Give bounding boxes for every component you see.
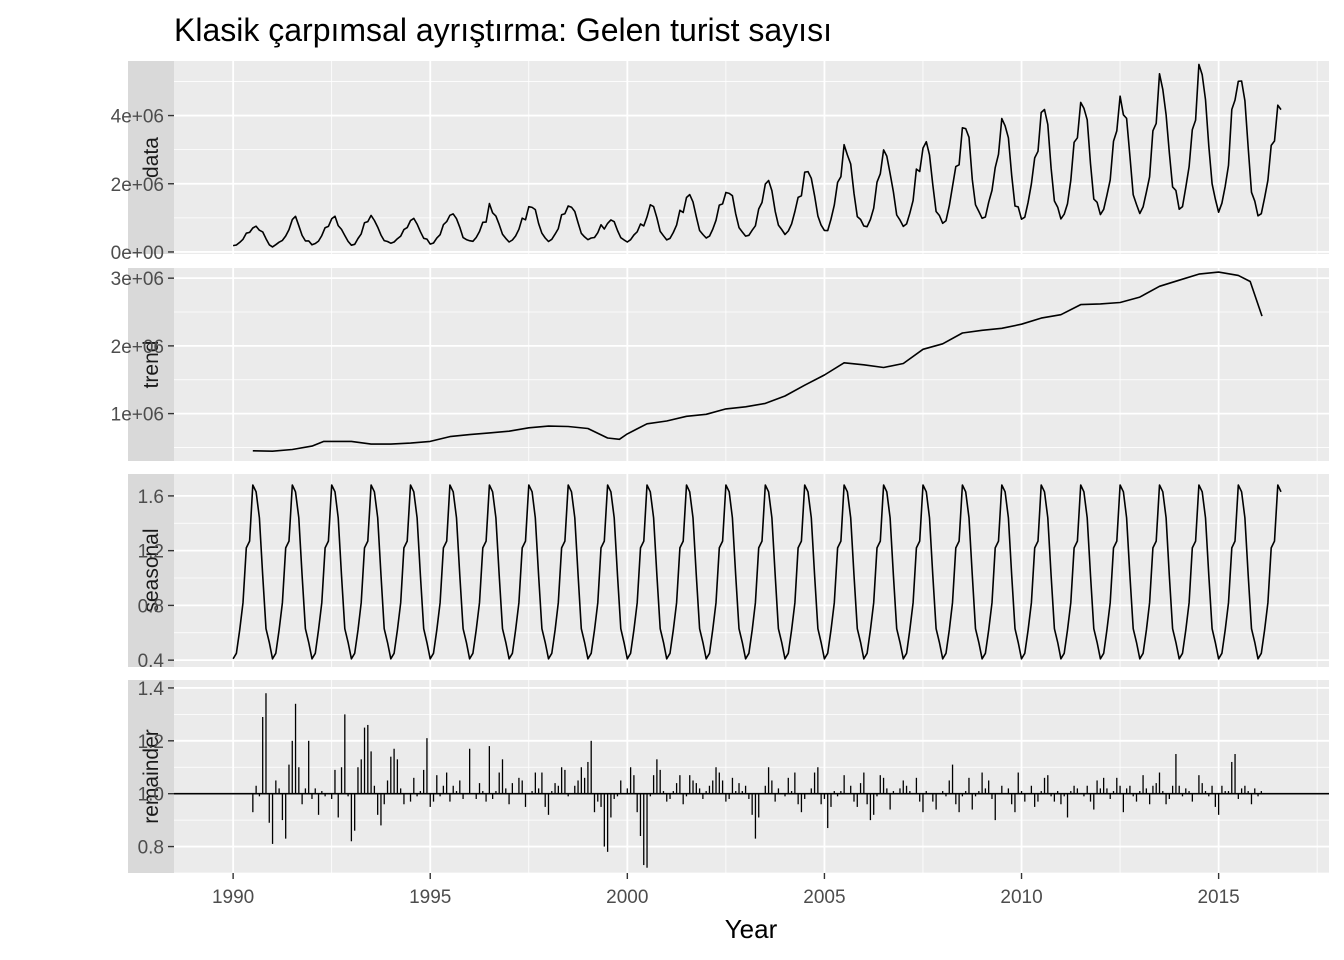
strip-remainder [128,680,174,873]
y-tick-label: 1.6 [138,487,164,508]
strip-label-trend: trend [140,341,163,389]
y-tick-label: 2e+06 [111,175,164,196]
strip-label-seasonal: seasonal [140,528,163,612]
seasonal-series-line [232,484,1282,660]
facet-panels: data 0e+00 2e+06 4e+06 trend 1e+06 2e+06 3e+06 s… [111,61,1329,874]
y-tick-label: 1e+06 [111,405,164,426]
x-axis: 1990 1995 2000 2005 2010 2015 [212,873,1240,908]
panel-background [174,268,1329,461]
x-tick-label: 2005 [803,887,845,908]
panel-background [174,680,1329,873]
y-tick-label: 0.4 [138,651,165,672]
y-tick-label: 1.2 [138,732,164,753]
x-tick-label: 2015 [1197,887,1239,908]
panel-remainder: remainder 0.8 1.0 1.2 1.4 [128,679,1329,874]
data-series-line [232,63,1282,248]
x-tick-label: 1990 [212,887,254,908]
y-tick-label: 2e+06 [111,337,164,358]
strip-label-data: data [140,137,163,178]
panel-seasonal: seasonal 0.4 0.8 1.2 1.6 [128,474,1329,672]
y-tick-label: 0e+00 [111,243,164,264]
y-tick-label: 1.0 [138,785,164,806]
panel-data: data 0e+00 2e+06 4e+06 [111,61,1329,264]
strip-seasonal [128,474,174,667]
y-tick-label: 1.4 [138,679,165,700]
y-tick-label: 1.2 [138,542,164,563]
y-tick-label: 3e+06 [111,269,164,290]
y-tick-label: 4e+06 [111,107,164,128]
panel-trend: trend 1e+06 2e+06 3e+06 [111,268,1329,461]
x-axis-title: Year [725,914,778,944]
panel-background [174,61,1329,254]
strip-data [128,61,174,254]
strip-trend [128,268,174,461]
strip-label-remainder: remainder [140,729,163,824]
chart-title: Klasik çarpımsal ayrıştırma: Gelen turis… [174,12,832,48]
y-tick-label: 0.8 [138,838,164,859]
x-tick-label: 2010 [1000,887,1042,908]
trend-series-line [252,271,1263,453]
y-tick-label: 0.8 [138,596,164,617]
x-tick-label: 2000 [606,887,648,908]
x-tick-label: 1995 [409,887,451,908]
